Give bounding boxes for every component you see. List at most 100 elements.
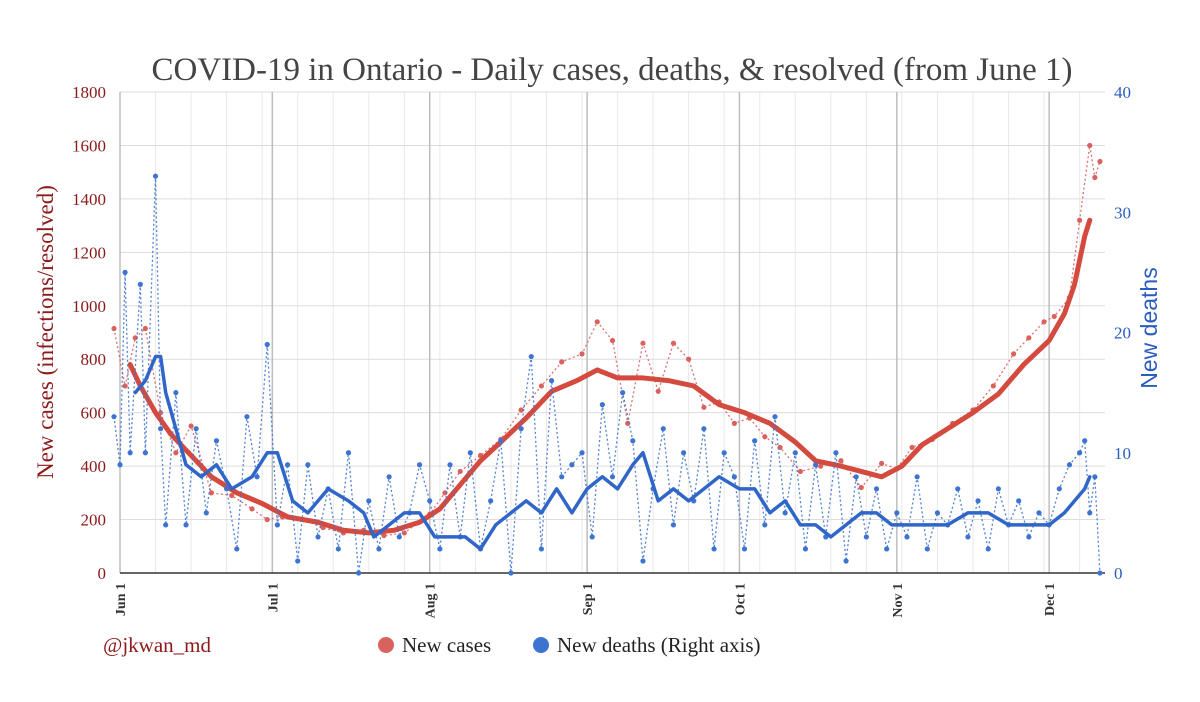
- cases-daily-point: [670, 340, 677, 346]
- deaths-daily-point: [762, 522, 768, 528]
- deaths-daily-point: [137, 281, 143, 287]
- cases-daily-point: [686, 356, 692, 362]
- deaths-daily-point: [853, 474, 859, 480]
- cases-daily-point: [838, 458, 844, 464]
- deaths-daily-point: [1026, 534, 1032, 540]
- cases-daily-point: [990, 383, 996, 389]
- left-tick-label: 400: [81, 457, 107, 476]
- cases-daily-point: [1097, 158, 1103, 165]
- deaths-daily-point: [620, 390, 626, 396]
- deaths-daily-point: [538, 546, 545, 552]
- deaths-daily-point: [548, 378, 555, 384]
- x-tick-label: Jul 1: [266, 583, 281, 612]
- left-tick-label: 600: [81, 404, 107, 423]
- deaths-daily-point: [376, 546, 382, 552]
- deaths-daily-point: [1077, 450, 1083, 456]
- deaths-daily-point: [234, 546, 240, 552]
- cases-daily-point: [518, 407, 524, 413]
- chart-grid: [119, 91, 1105, 574]
- deaths-daily-point: [802, 546, 809, 552]
- cases-daily-point: [111, 325, 117, 332]
- x-axis-ticks: Jun 1 Jul 1 Aug 1 Sep 1 Oct 1 Nov 1 Dec 1: [114, 583, 1058, 618]
- deaths-daily-point: [152, 173, 159, 179]
- deaths-daily-point: [782, 510, 788, 516]
- deaths-daily-point: [518, 426, 524, 432]
- left-tick-label: 0: [98, 564, 107, 583]
- deaths-daily-point: [924, 546, 930, 552]
- x-tick-label: Sep 1: [581, 583, 596, 615]
- deaths-daily-point: [117, 462, 123, 468]
- deaths-daily-point: [274, 522, 280, 528]
- deaths-daily-point: [752, 438, 758, 444]
- deaths-daily-point: [183, 522, 189, 528]
- x-tick-label: Nov 1: [891, 583, 906, 618]
- legend-label-deaths: New deaths (Right axis): [557, 633, 761, 657]
- deaths-daily-point: [985, 546, 991, 552]
- deaths-daily-point: [589, 534, 595, 540]
- series-new-deaths: [111, 173, 1103, 576]
- deaths-daily-point: [680, 450, 687, 456]
- deaths-daily-point: [965, 534, 971, 540]
- deaths-daily-point: [335, 546, 341, 552]
- cases-daily-point: [878, 460, 885, 467]
- deaths-daily-point: [711, 546, 717, 552]
- left-axis-title: New cases (infections/resolved): [33, 185, 58, 479]
- x-tick-label: Oct 1: [733, 583, 748, 615]
- legend-marker-deaths: [533, 637, 549, 653]
- deaths-daily-point: [772, 414, 778, 420]
- cases-daily-point: [1051, 313, 1057, 320]
- cases-daily-point: [457, 468, 463, 475]
- deaths-daily-point: [396, 534, 402, 540]
- deaths-daily-point: [660, 426, 666, 432]
- deaths-daily-point: [1087, 510, 1093, 516]
- left-tick-label: 1000: [72, 297, 106, 316]
- legend-label-cases: New cases: [402, 633, 491, 657]
- deaths-daily-point: [366, 498, 372, 504]
- deaths-daily-point: [1056, 486, 1062, 492]
- deaths-daily-point: [447, 462, 453, 468]
- deaths-daily-point: [254, 474, 260, 480]
- deaths-daily-point: [295, 558, 301, 564]
- left-tick-label: 1200: [72, 243, 106, 262]
- right-axis-ticks: 0 10 20 30 40: [1114, 83, 1131, 583]
- deaths-daily-point: [122, 269, 128, 275]
- cases-daily-point: [401, 530, 407, 536]
- x-tick-label: Aug 1: [424, 583, 439, 618]
- cases-daily-point: [762, 434, 768, 440]
- deaths-daily-point: [305, 462, 311, 468]
- deaths-daily-point: [640, 558, 646, 564]
- cases-daily-line: [113, 145, 1101, 537]
- deaths-daily-point: [437, 546, 443, 552]
- deaths-daily-point: [508, 570, 514, 576]
- cases-daily-point: [1087, 142, 1093, 149]
- deaths-daily-point: [812, 462, 819, 468]
- deaths-daily-point: [498, 438, 504, 444]
- deaths-daily-point: [599, 402, 605, 408]
- deaths-daily-point: [894, 510, 900, 516]
- deaths-daily-point: [224, 486, 230, 492]
- deaths-daily-point: [1097, 570, 1103, 576]
- deaths-daily-point: [213, 438, 220, 444]
- left-axis-ticks: 0 200 400 600 800 1000 1200 1400 1600 1800: [72, 83, 106, 583]
- cases-daily-point: [818, 463, 824, 469]
- deaths-daily-point: [1066, 462, 1073, 468]
- cases-daily-point: [1011, 351, 1017, 357]
- cases-daily-point: [142, 325, 148, 332]
- deaths-daily-point: [163, 522, 169, 528]
- deaths-trend-line: [133, 354, 1092, 551]
- legend-marker-cases: [378, 637, 394, 653]
- cases-daily-point: [609, 337, 616, 344]
- cases-daily-point: [909, 444, 915, 451]
- deaths-daily-point: [1036, 510, 1042, 516]
- cases-daily-point: [229, 492, 235, 499]
- deaths-daily-point: [579, 450, 585, 456]
- deaths-daily-point: [1092, 474, 1098, 480]
- chart-title: COVID-19 in Ontario - Daily cases, death…: [151, 52, 1072, 88]
- deaths-daily-point: [244, 414, 250, 420]
- deaths-daily-point: [315, 534, 321, 540]
- deaths-daily-point: [884, 546, 890, 552]
- right-tick-label: 0: [1114, 564, 1123, 583]
- deaths-daily-point: [721, 450, 727, 456]
- cases-daily-point: [731, 420, 737, 426]
